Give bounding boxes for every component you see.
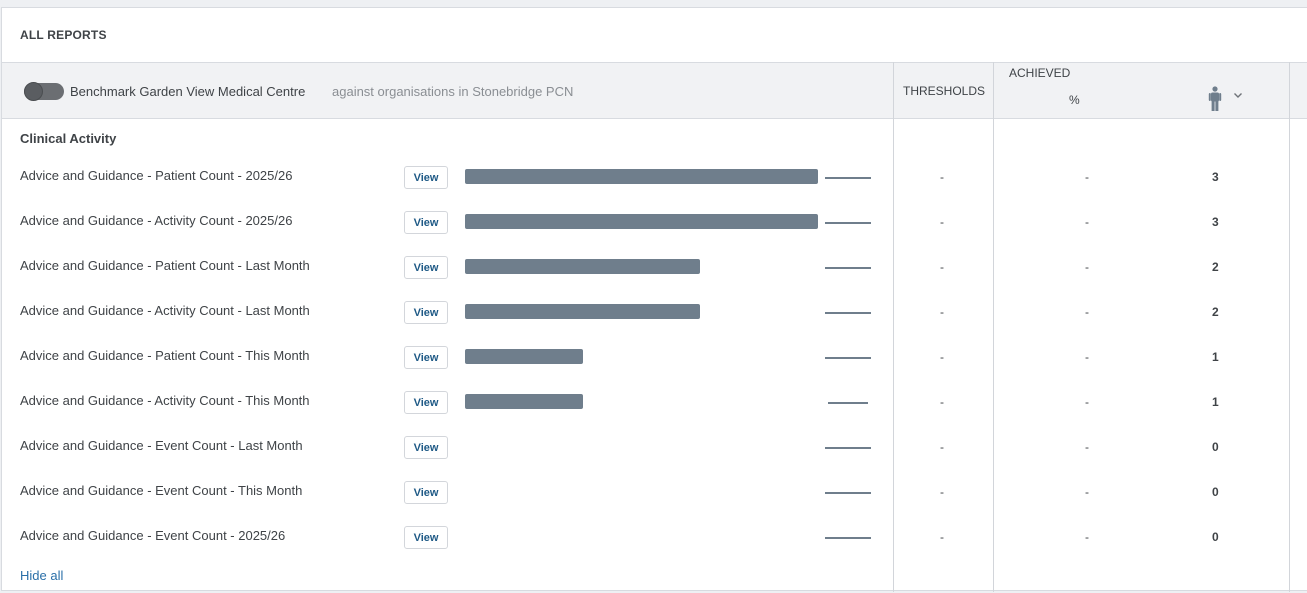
benchmark-line (825, 537, 871, 539)
report-row: Advice and Guidance - Patient Count - La… (2, 256, 1307, 312)
thresholds-header: THRESHOLDS (903, 84, 986, 98)
report-name: Advice and Guidance - Event Count - Last… (20, 438, 303, 453)
report-row: Advice and Guidance - Activity Count - T… (2, 391, 1307, 447)
achieved-percent: - (1085, 170, 1089, 184)
report-name: Advice and Guidance - Activity Count - T… (20, 393, 310, 408)
hide-all-link[interactable]: Hide all (20, 568, 64, 583)
section-title: Clinical Activity (20, 131, 117, 146)
benchmark-label: Benchmark Garden View Medical Centre (70, 84, 306, 99)
benchmark-line (828, 402, 868, 404)
threshold-value: - (940, 395, 944, 409)
benchmark-line (825, 267, 871, 269)
achieved-percent: - (1085, 485, 1089, 499)
view-button[interactable]: View (404, 301, 448, 324)
report-row: Advice and Guidance - Activity Count - 2… (2, 211, 1307, 267)
patient-count: 2 (1212, 260, 1219, 274)
view-button[interactable]: View (404, 391, 448, 414)
patient-count: 0 (1212, 440, 1219, 454)
report-name: Advice and Guidance - Activity Count - L… (20, 303, 310, 318)
view-button[interactable]: View (404, 346, 448, 369)
threshold-value: - (940, 440, 944, 454)
achieved-header: ACHIEVED (1009, 66, 1071, 80)
panel-title: ALL REPORTS (20, 28, 107, 42)
view-button[interactable]: View (404, 526, 448, 549)
view-button[interactable]: View (404, 256, 448, 279)
benchmark-line (825, 492, 871, 494)
against-label: against organisations in Stonebridge PCN (332, 84, 574, 99)
achieved-percent: - (1085, 350, 1089, 364)
benchmark-line (825, 312, 871, 314)
threshold-value: - (940, 215, 944, 229)
patient-count: 0 (1212, 485, 1219, 499)
report-name: Advice and Guidance - Activity Count - 2… (20, 213, 293, 228)
achieved-percent: - (1085, 440, 1089, 454)
benchmark-line (825, 447, 871, 449)
view-button[interactable]: View (404, 211, 448, 234)
threshold-value: - (940, 170, 944, 184)
report-row: Advice and Guidance - Patient Count - Th… (2, 346, 1307, 402)
threshold-value: - (940, 530, 944, 544)
header-row: Benchmark Garden View Medical Centre aga… (2, 62, 1307, 119)
patient-count: 3 (1212, 170, 1219, 184)
threshold-value: - (940, 485, 944, 499)
report-row: Advice and Guidance - Patient Count - 20… (2, 166, 1307, 222)
value-bar (465, 214, 818, 229)
divider (893, 62, 894, 592)
report-name: Advice and Guidance - Patient Count - 20… (20, 168, 293, 183)
value-bar (465, 349, 583, 364)
value-bar (465, 169, 818, 184)
threshold-value: - (940, 350, 944, 364)
threshold-value: - (940, 260, 944, 274)
benchmark-line (825, 357, 871, 359)
view-button[interactable]: View (404, 436, 448, 459)
percent-header: % (1069, 93, 1080, 107)
report-name: Advice and Guidance - Event Count - This… (20, 483, 303, 498)
patient-count: 3 (1212, 215, 1219, 229)
patient-count: 2 (1212, 305, 1219, 319)
report-name: Advice and Guidance - Event Count - 2025… (20, 528, 286, 543)
achieved-percent: - (1085, 395, 1089, 409)
benchmark-line (825, 177, 871, 179)
view-button[interactable]: View (404, 481, 448, 504)
all-reports-panel: ALL REPORTS Benchmark Garden View Medica… (1, 7, 1307, 592)
value-bar (465, 259, 700, 274)
report-name: Advice and Guidance - Patient Count - Th… (20, 348, 310, 363)
report-row: Advice and Guidance - Event Count - Last… (2, 436, 1307, 492)
benchmark-toggle[interactable] (24, 82, 64, 101)
achieved-percent: - (1085, 260, 1089, 274)
person-icon[interactable] (1208, 86, 1222, 112)
benchmark-line (825, 222, 871, 224)
report-row: Advice and Guidance - Event Count - 2025… (2, 526, 1307, 582)
divider (1289, 62, 1290, 592)
threshold-value: - (940, 305, 944, 319)
achieved-percent: - (1085, 305, 1089, 319)
toggle-knob (24, 82, 43, 101)
report-row: Advice and Guidance - Activity Count - L… (2, 301, 1307, 357)
patient-count: 1 (1212, 395, 1219, 409)
divider (993, 62, 994, 592)
chevron-down-icon[interactable] (1233, 92, 1243, 99)
view-button[interactable]: View (404, 166, 448, 189)
patient-count: 0 (1212, 530, 1219, 544)
value-bar (465, 394, 583, 409)
achieved-percent: - (1085, 530, 1089, 544)
patient-count: 1 (1212, 350, 1219, 364)
value-bar (465, 304, 700, 319)
report-row: Advice and Guidance - Event Count - This… (2, 481, 1307, 537)
report-name: Advice and Guidance - Patient Count - La… (20, 258, 310, 273)
achieved-percent: - (1085, 215, 1089, 229)
